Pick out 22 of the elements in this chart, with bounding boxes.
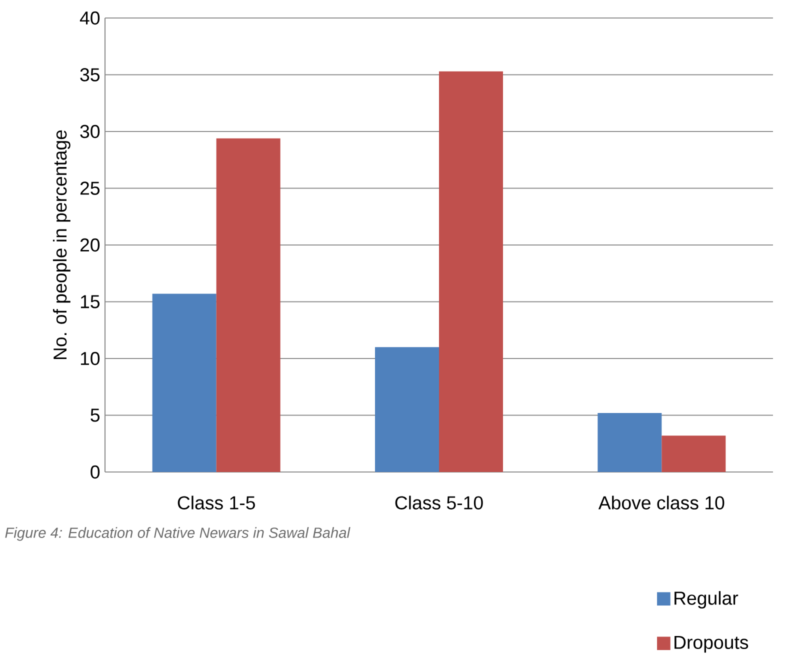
y-tick-label: 30 — [80, 124, 100, 138]
legend-label: Dropouts — [674, 636, 748, 653]
bar — [216, 138, 280, 472]
legend-label: Regular — [674, 591, 738, 608]
caption: Figure 4: Education of Native Newars in Sawal Bahal — [5, 527, 350, 541]
y-tick-label: 20 — [80, 238, 100, 252]
bar — [662, 436, 726, 472]
bar — [152, 294, 216, 472]
x-tick-label: Above class 10 — [598, 496, 724, 510]
y-tick-label: 40 — [80, 11, 100, 25]
x-tick-label: Class 5-10 — [395, 496, 483, 510]
y-tick-label: 10 — [80, 352, 100, 366]
bar — [439, 71, 504, 472]
y-axis-title: No. of people in percentage — [52, 130, 70, 360]
y-tick-label: 0 — [90, 465, 100, 479]
y-tick-label: 25 — [80, 182, 100, 195]
y-tick-label: 5 — [90, 408, 100, 422]
y-tick-label: 35 — [80, 68, 100, 82]
bar — [598, 412, 662, 472]
bar — [375, 347, 440, 472]
y-tick-label: 15 — [80, 295, 100, 308]
x-tick-label: Class 1-5 — [178, 496, 255, 510]
